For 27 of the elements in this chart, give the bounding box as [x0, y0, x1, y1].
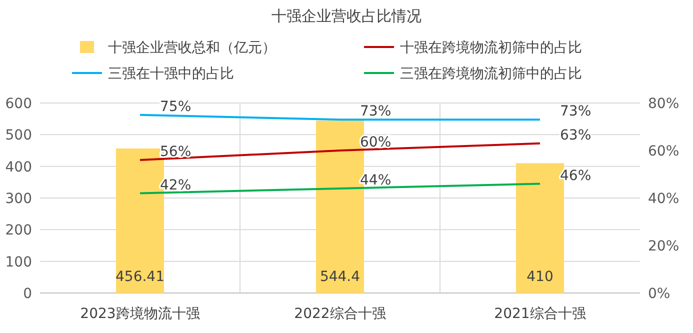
data-label: 410	[526, 269, 554, 285]
legend-label: 十强在跨境物流初筛中的占比	[400, 40, 582, 56]
y-tick-label: 500	[5, 128, 32, 144]
data-label: 73%	[560, 104, 592, 120]
x-tick-label: 2021综合十强	[494, 306, 586, 322]
y-tick-label: 400	[5, 159, 32, 176]
y-tick-label: 300	[5, 191, 32, 207]
data-label: 544.4	[320, 269, 360, 285]
legend-label: 十强企业营收总和（亿元）	[108, 40, 276, 56]
chart-title: 十强企业营收占比情况	[272, 7, 422, 25]
y-tick-label: 200	[5, 222, 32, 239]
y-tick-label: 100	[5, 254, 32, 270]
y-tick-label: 600	[5, 96, 32, 112]
y-tick-label: 0	[23, 286, 32, 302]
data-label: 63%	[560, 127, 592, 144]
data-label: 73%	[360, 104, 392, 120]
data-label: 75%	[160, 98, 192, 115]
x-tick-label: 2022综合十强	[294, 306, 386, 322]
y2-tick-label: 80%	[648, 96, 680, 112]
y2-tick-label: 60%	[648, 144, 680, 160]
y2-tick-label: 40%	[648, 191, 680, 207]
legend-label: 三强在跨境物流初筛中的占比	[400, 66, 582, 82]
data-label: 456.41	[116, 269, 164, 285]
x-tick-label: 2023跨境物流十强	[80, 306, 200, 322]
y2-tick-label: 20%	[648, 238, 680, 254]
y2-tick-label: 0%	[648, 286, 670, 302]
legend-label: 三强在十强中的占比	[108, 66, 234, 82]
